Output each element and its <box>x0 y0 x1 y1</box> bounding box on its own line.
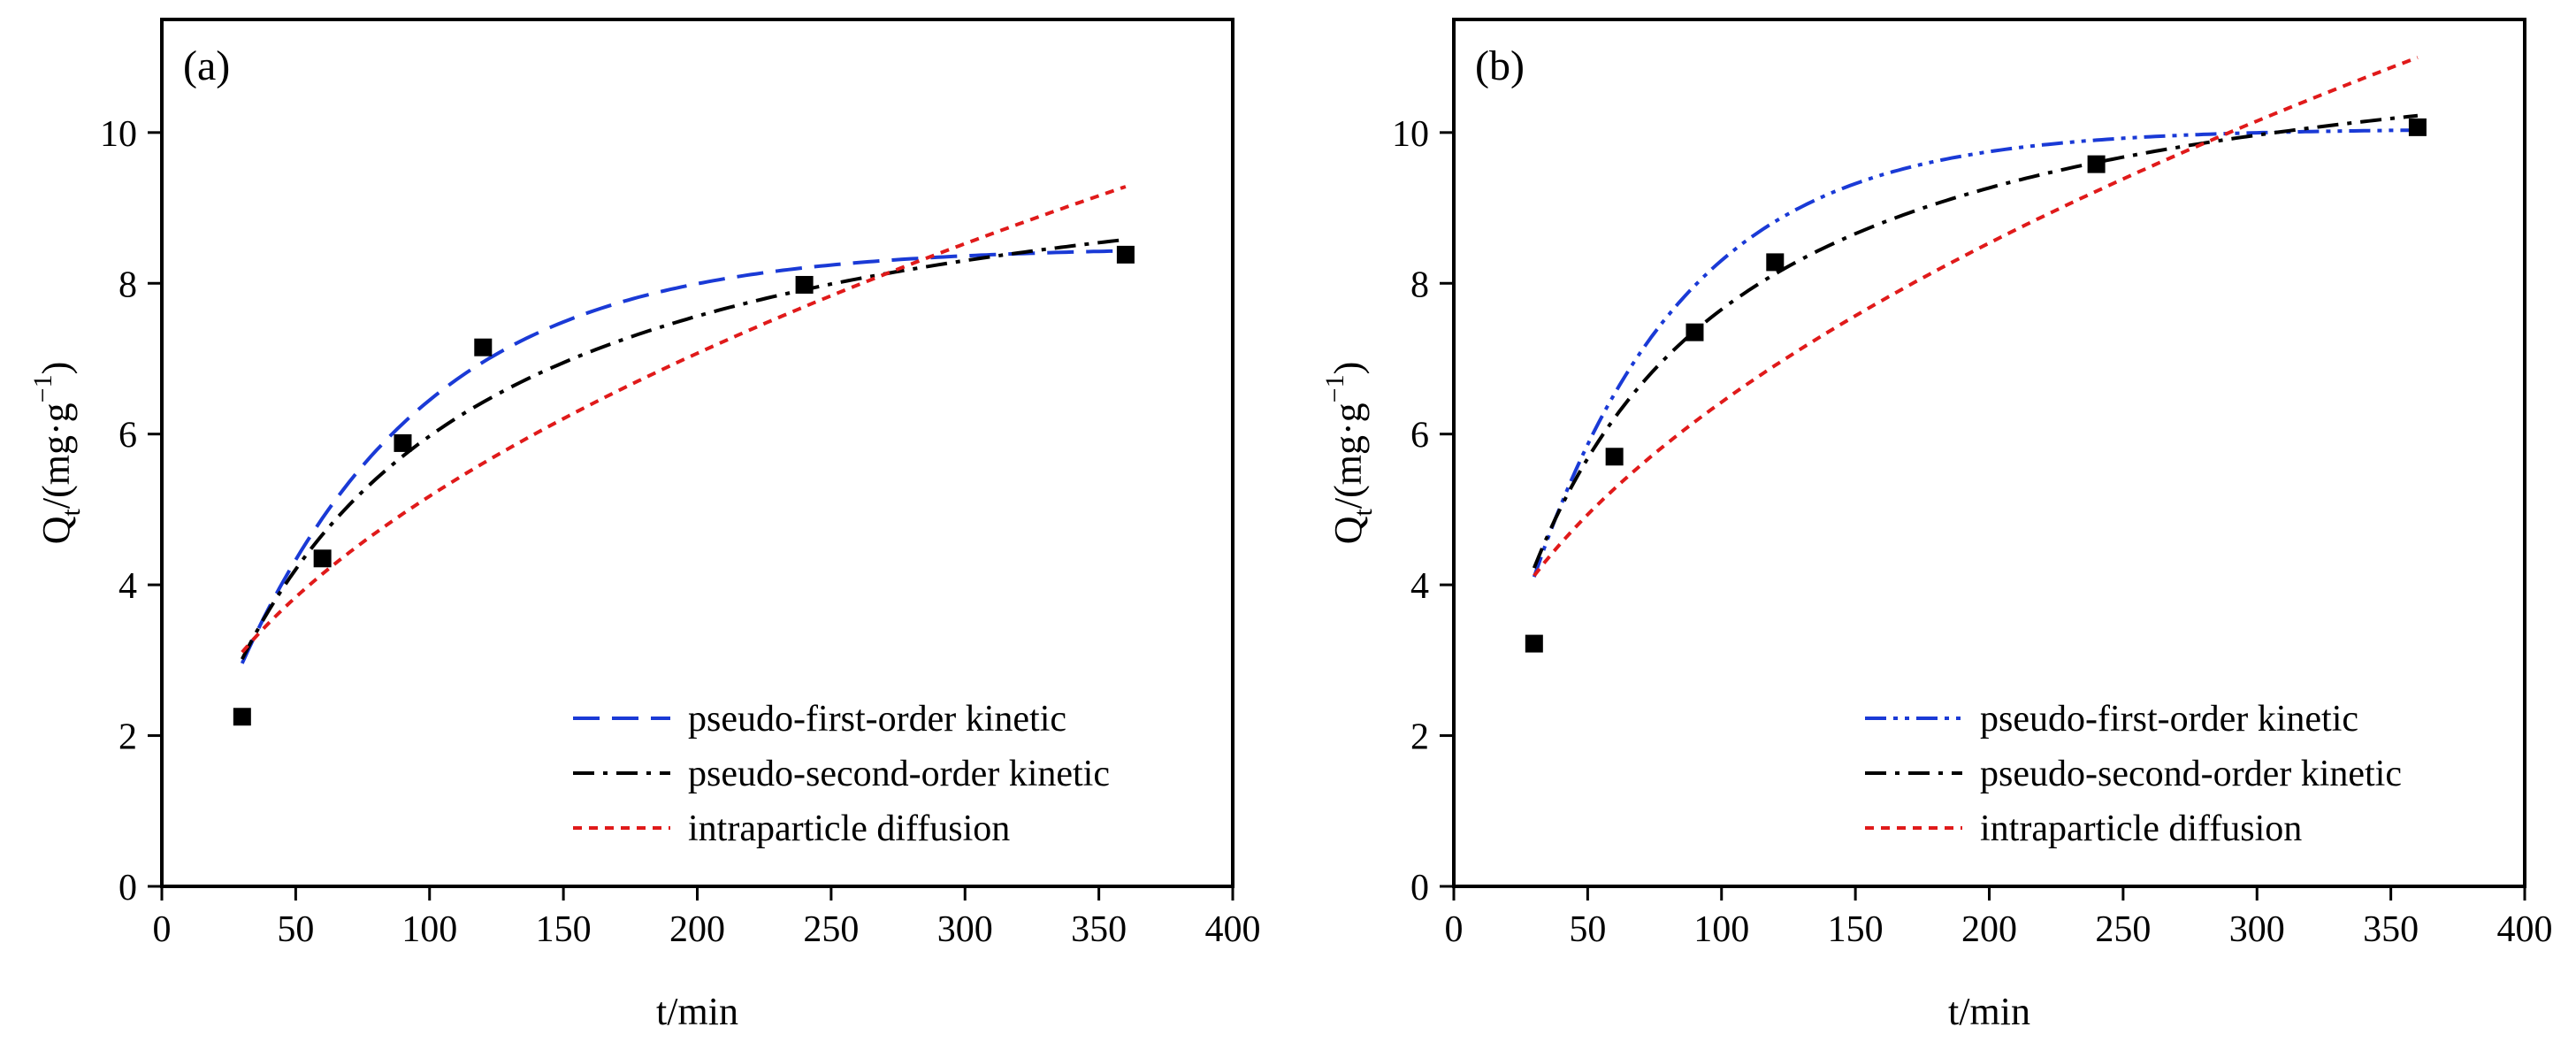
chart-0-y-axis-label: Qt/(mg·g−1) <box>28 362 86 544</box>
chart-0-x-tick-label-7: 350 <box>1071 909 1127 950</box>
chart-1-data-point-1 <box>1605 448 1624 466</box>
chart-0-legend-label-2: intraparticle diffusion <box>688 809 1010 849</box>
chart-1-x-tick-label-6: 300 <box>2229 909 2285 950</box>
chart-1-y-tick-label-3: 6 <box>1410 416 1429 456</box>
chart-1-legend-label-2: intraparticle diffusion <box>1980 809 2302 849</box>
chart-0-panel-label: (a) <box>183 42 230 89</box>
chart-1-y-label-sup: −1 <box>1320 374 1349 402</box>
chart-0-y-tick-label-5: 10 <box>100 114 137 155</box>
chart-0-data-point-3 <box>474 338 493 356</box>
chart-1-x-axis-label: t/min <box>1948 990 2030 1033</box>
chart-1-legend-label-0: pseudo-first-order kinetic <box>1980 699 2358 740</box>
chart-0-data-point-5 <box>1116 245 1135 264</box>
chart-0-y-tick-label-4: 8 <box>118 264 137 305</box>
chart-1-data-point-2 <box>1685 323 1704 341</box>
chart-0-x-tick-label-5: 250 <box>803 909 859 950</box>
chart-1-x-tick-label-1: 50 <box>1569 909 1606 950</box>
chart-0-y-label-main: Q <box>34 516 78 544</box>
chart-1-y-tick-label-4: 8 <box>1410 264 1429 305</box>
chart-0-y-label-sup: −1 <box>28 374 57 402</box>
chart-0-x-tick-label-3: 150 <box>536 909 592 950</box>
chart-1-data-point-3 <box>1766 253 1785 272</box>
chart-0-legend-label-1: pseudo-second-order kinetic <box>688 754 1110 794</box>
chart-0-data-point-4 <box>795 275 814 294</box>
chart-1-x-tick-label-3: 150 <box>1828 909 1884 950</box>
chart-1-y-tick-label-1: 2 <box>1410 717 1429 758</box>
chart-1-y-tick-label-5: 10 <box>1392 114 1429 155</box>
chart-0-y-label-sub: t <box>57 508 86 516</box>
chart-0-y-label-rest: /(mg·g <box>34 402 78 509</box>
chart-0-data-point-0 <box>233 708 251 726</box>
chart-1-y-tick-label-2: 4 <box>1410 566 1429 607</box>
chart-0-panel: 0 50 100 150 200 250 300 350 400 0 2 4 6 8 10 (a) t/min Q… <box>28 18 1261 1033</box>
chart-0-x-tick-label-8: 400 <box>1205 909 1261 950</box>
chart-0-x-tick-label-6: 300 <box>937 909 993 950</box>
chart-0-data-point-1 <box>313 549 332 568</box>
chart-1-series-0-line <box>1532 128 2418 578</box>
chart-1-x-tick-label-0: 0 <box>1445 909 1464 950</box>
chart-1-y-label-main: Q <box>1326 516 1370 544</box>
chart-1-series-1-line <box>1532 113 2419 569</box>
chart-1-y-label-close: ) <box>1326 362 1370 375</box>
chart-0-y-tick-label-3: 6 <box>118 416 137 456</box>
chart-1-x-tick-label-7: 350 <box>2363 909 2419 950</box>
chart-0-y-tick-label-0: 0 <box>118 868 137 908</box>
chart-1-y-tick-label-0: 0 <box>1410 868 1429 908</box>
chart-0-legend-label-0: pseudo-first-order kinetic <box>688 699 1066 740</box>
chart-0-x-tick-label-1: 50 <box>277 909 314 950</box>
chart-0-y-tick-label-1: 2 <box>118 717 137 758</box>
chart-1-data-point-4 <box>2087 155 2106 173</box>
chart-1-y-axis-label: Qt/(mg·g−1) <box>1320 362 1378 544</box>
chart-1-legend-label-1: pseudo-second-order kinetic <box>1980 754 2402 794</box>
chart-1-x-tick-label-4: 200 <box>1961 909 2017 950</box>
chart-0-series-1-line <box>241 237 1127 661</box>
chart-1-x-tick-label-2: 100 <box>1693 909 1749 950</box>
chart-0-x-axis-label: t/min <box>656 990 738 1033</box>
chart-0-series-0-line <box>240 249 1126 664</box>
chart-1-data-point-5 <box>2408 118 2427 136</box>
chart-0-x-tick-label-2: 100 <box>401 909 457 950</box>
chart-0-series-2-line <box>241 185 1127 654</box>
chart-0-data-point-2 <box>394 433 412 452</box>
chart-1-y-label-rest: /(mg·g <box>1326 402 1370 509</box>
chart-1-panel: 0 50 100 150 200 250 300 350 400 0 2 4 6 8 10 (b) t/min Q… <box>1320 18 2553 1033</box>
chart-1-panel-label: (b) <box>1475 42 1525 89</box>
chart-1-data-point-0 <box>1525 634 1543 653</box>
chart-0-y-label-close: ) <box>34 362 78 375</box>
chart-1-y-label-sub: t <box>1349 508 1378 516</box>
chart-0-x-tick-label-4: 200 <box>669 909 725 950</box>
chart-1-x-tick-label-5: 250 <box>2095 909 2151 950</box>
chart-0-x-tick-label-0: 0 <box>153 909 172 950</box>
chart-1-series-2-line <box>1533 56 2419 578</box>
chart-1-x-tick-label-8: 400 <box>2497 909 2553 950</box>
chart-0-y-tick-label-2: 4 <box>118 566 137 607</box>
